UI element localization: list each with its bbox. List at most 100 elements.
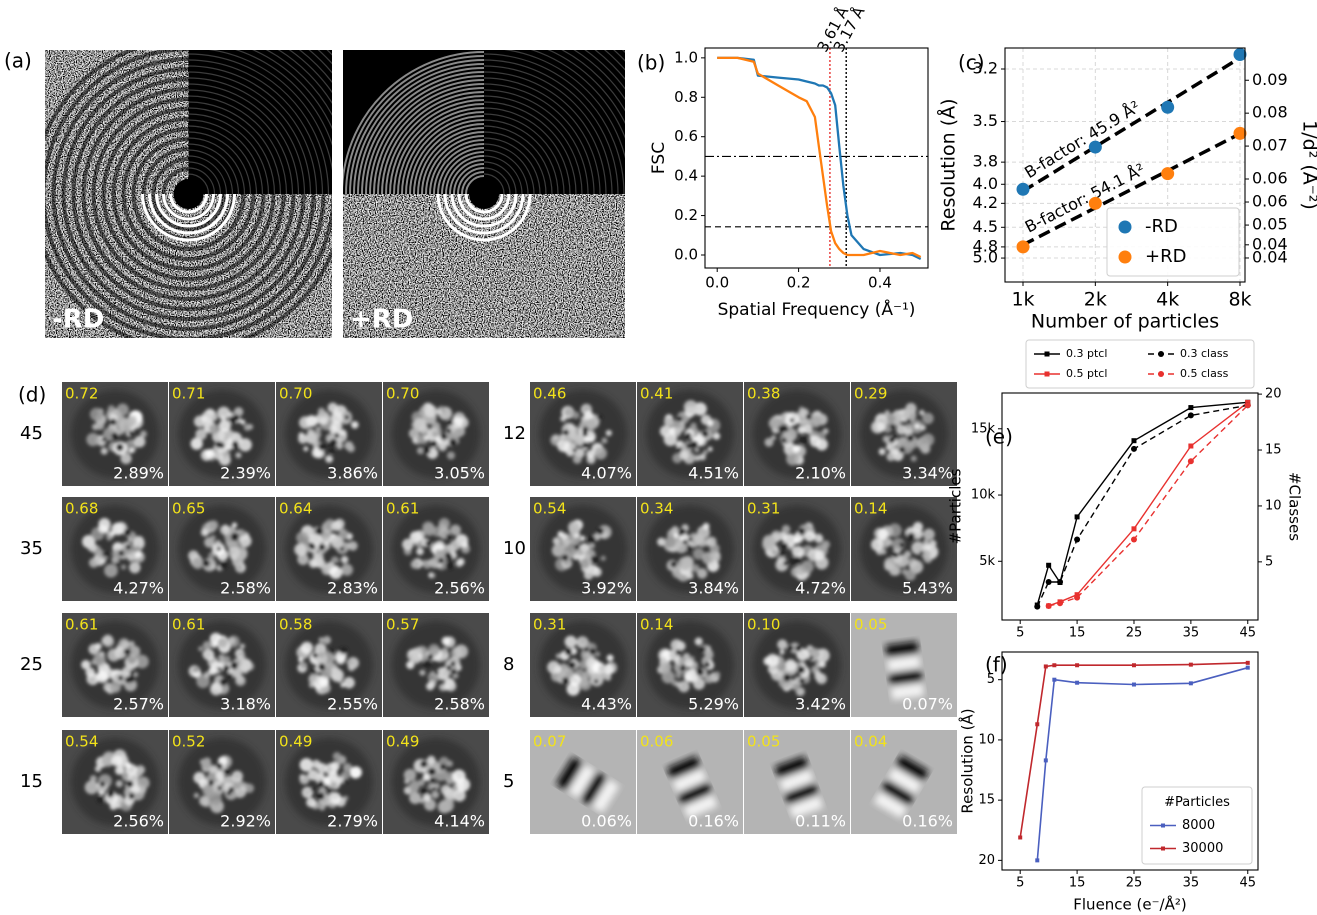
- blob: [882, 540, 887, 545]
- blob: [331, 521, 341, 531]
- marker: [1131, 446, 1137, 452]
- class-fraction: 4.72%: [795, 579, 846, 598]
- point: [1161, 101, 1174, 114]
- blob: [319, 678, 328, 687]
- blob: [209, 520, 219, 530]
- blob: [411, 560, 420, 569]
- marker: [1074, 536, 1080, 542]
- hole: [318, 781, 325, 788]
- y2-tick-label: 0.07: [1252, 136, 1288, 155]
- legend-label: 30000: [1182, 841, 1223, 856]
- y-tick-label: 3.8: [973, 152, 998, 171]
- x-tick-label: 5: [1016, 626, 1024, 641]
- blob: [341, 556, 349, 564]
- blob: [104, 564, 118, 578]
- blob: [121, 641, 129, 649]
- blob: [664, 417, 674, 427]
- marker: [1131, 438, 1136, 443]
- blob: [211, 661, 223, 673]
- legend-label: 8000: [1182, 818, 1215, 833]
- blob: [675, 681, 681, 687]
- hole: [203, 560, 210, 567]
- hole: [219, 443, 225, 449]
- blob: [923, 529, 935, 541]
- blob: [911, 456, 917, 462]
- blob: [766, 654, 779, 667]
- class-fraction: 3.92%: [581, 579, 632, 598]
- blob: [219, 420, 231, 432]
- legend-label: 0.3 class: [1180, 347, 1229, 360]
- blob: [913, 522, 923, 532]
- x-tick-label: 25: [1126, 626, 1143, 641]
- hole: [217, 547, 221, 551]
- blob: [301, 662, 308, 669]
- blob: [101, 448, 108, 455]
- blob: [713, 432, 720, 439]
- blob: [137, 777, 150, 790]
- class-fraction: 4.43%: [581, 695, 632, 714]
- blob: [680, 451, 689, 460]
- class-fraction: 2.79%: [327, 812, 378, 831]
- blob: [607, 655, 614, 662]
- marker: [1046, 579, 1052, 585]
- hole: [110, 419, 117, 426]
- blob: [424, 405, 437, 418]
- blob: [217, 638, 227, 648]
- legend-label: +RD: [1145, 246, 1186, 267]
- class-fraction: 3.34%: [902, 464, 953, 483]
- blob: [244, 424, 251, 431]
- class-score: 0.31: [533, 616, 566, 634]
- blob: [929, 540, 936, 547]
- blob: [127, 416, 138, 427]
- blob: [329, 566, 342, 579]
- row-label: 8: [503, 654, 514, 675]
- class-fraction: 4.07%: [581, 464, 632, 483]
- blob: [129, 562, 141, 574]
- blob: [85, 667, 95, 677]
- blob: [193, 666, 200, 673]
- class-score: 0.49: [386, 733, 419, 751]
- legend-label: 0.5 ptcl: [1066, 367, 1107, 380]
- class-score: 0.72: [65, 385, 98, 403]
- blob: [239, 535, 251, 547]
- class-score: 0.29: [854, 385, 887, 403]
- blob: [441, 799, 455, 813]
- blob: [877, 422, 886, 431]
- blob: [560, 416, 566, 422]
- blob: [307, 429, 314, 436]
- y-tick-label: 5k: [979, 554, 995, 569]
- hole: [334, 562, 338, 566]
- blob: [305, 415, 317, 427]
- blob: [601, 438, 607, 444]
- hole: [919, 551, 923, 555]
- hole: [582, 442, 588, 448]
- blob: [110, 531, 115, 536]
- hole: [702, 430, 709, 437]
- hole: [677, 416, 683, 422]
- hole: [899, 542, 904, 547]
- blob: [442, 637, 451, 646]
- class-fraction: 3.86%: [327, 464, 378, 483]
- y-tick-label: 0.6: [674, 127, 698, 145]
- hole: [105, 553, 109, 557]
- marker: [1131, 536, 1137, 542]
- legend-label: 0.5 class: [1180, 367, 1229, 380]
- hole: [685, 433, 691, 439]
- y-tick-label: 4.0: [973, 174, 998, 193]
- blob: [772, 549, 778, 555]
- blob: [215, 540, 221, 546]
- blob: [210, 535, 216, 541]
- hole: [899, 447, 906, 454]
- blob: [205, 449, 215, 459]
- blob: [456, 778, 470, 792]
- marker: [1035, 722, 1039, 726]
- hole: [438, 558, 444, 564]
- blob: [87, 542, 97, 552]
- hole: [907, 434, 914, 441]
- hole: [100, 781, 106, 787]
- point: [1161, 167, 1174, 180]
- hole: [102, 437, 107, 442]
- hole: [677, 447, 682, 452]
- hole: [568, 662, 575, 669]
- hole: [589, 648, 596, 655]
